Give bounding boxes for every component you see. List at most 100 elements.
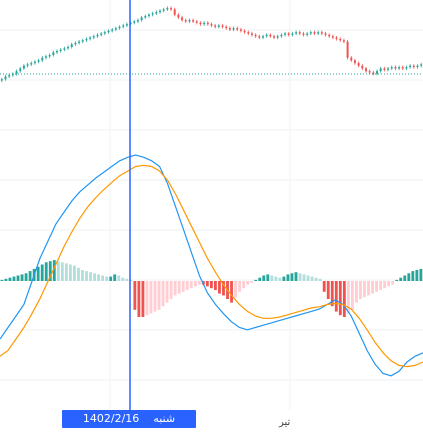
histogram-bar	[342, 281, 346, 317]
candle-body	[44, 56, 47, 58]
candle-body	[324, 33, 327, 35]
candle-body	[254, 34, 257, 37]
histogram-bar	[85, 271, 88, 281]
histogram-bar	[149, 281, 153, 314]
histogram-bar	[205, 281, 209, 287]
histogram-bar	[250, 281, 254, 283]
candle-body	[125, 24, 128, 26]
histogram-bar	[334, 281, 338, 312]
candle-body	[328, 34, 331, 37]
histogram-bar	[145, 281, 149, 316]
histogram-bar	[234, 281, 237, 298]
candle-body	[302, 33, 305, 35]
candle-body	[155, 12, 158, 14]
histogram-bar	[222, 281, 225, 296]
x-tick-label: تیر	[278, 417, 291, 428]
candle-body	[387, 68, 390, 70]
candle-body	[291, 33, 294, 35]
candle-body	[22, 65, 25, 69]
candle-body	[339, 38, 342, 41]
histogram-bar	[52, 260, 56, 281]
candle-body	[92, 36, 95, 38]
candle-body	[317, 32, 320, 34]
candle-body	[214, 25, 217, 27]
histogram-bar	[185, 281, 189, 290]
candle-body	[364, 68, 367, 72]
candle-body	[159, 10, 162, 13]
candle-body	[136, 20, 139, 22]
histogram-bar	[141, 281, 145, 317]
histogram-bar	[254, 279, 258, 281]
histogram-bar	[218, 281, 221, 294]
histogram-bar	[165, 281, 169, 303]
histogram-bar	[367, 281, 370, 296]
candle-body	[250, 33, 253, 35]
histogram-bar	[64, 263, 68, 281]
candle-body	[85, 38, 88, 41]
candle-body	[63, 48, 66, 50]
histogram-bar	[290, 273, 294, 281]
histogram-bar	[48, 261, 52, 281]
candle-body	[114, 28, 117, 30]
candle-body	[59, 49, 62, 51]
histogram-bar	[60, 262, 64, 281]
candle-body	[100, 33, 103, 35]
histogram-bar	[117, 275, 121, 281]
candle-body	[412, 65, 415, 68]
candle-body	[26, 64, 29, 66]
candle-body	[261, 36, 264, 38]
histogram-bar	[355, 281, 358, 303]
histogram-bar	[270, 275, 274, 281]
candle-body	[111, 29, 114, 31]
histogram-bar	[113, 274, 117, 281]
candle-body	[313, 32, 316, 34]
histogram-bar	[89, 272, 92, 281]
histogram-bar	[129, 279, 133, 281]
histogram-bar	[56, 261, 60, 281]
gridlines	[0, 0, 423, 410]
histogram-bar	[133, 281, 137, 310]
histogram-bar	[101, 275, 105, 281]
candle-body	[70, 44, 73, 47]
candle-body	[140, 17, 143, 21]
histogram-bar	[330, 281, 334, 307]
candle-body	[280, 34, 283, 37]
histogram-bar	[326, 281, 330, 299]
histogram-bar	[36, 266, 40, 281]
histogram-bar	[40, 264, 44, 281]
histogram-bar	[266, 274, 270, 281]
histogram-bar	[246, 281, 250, 285]
histogram-bar	[363, 281, 366, 298]
candle-body	[181, 17, 184, 21]
candle-body	[67, 46, 70, 49]
candle-body	[346, 41, 349, 58]
candle-body	[103, 32, 106, 34]
histogram-bar	[274, 276, 278, 281]
candle-body	[350, 57, 353, 61]
histogram-bar	[407, 273, 411, 281]
candle-body	[19, 68, 22, 72]
histogram-bar	[8, 277, 12, 281]
candle-body	[41, 57, 44, 61]
signal-line	[0, 164, 423, 368]
histogram-bar	[157, 281, 161, 310]
histogram-bar	[294, 272, 298, 281]
candle-body	[306, 33, 309, 35]
histogram-bar	[278, 277, 282, 281]
candle-body	[15, 71, 18, 74]
histogram-bar	[262, 275, 266, 281]
candle-body	[56, 51, 59, 53]
histogram-bar	[314, 277, 318, 281]
candle-body	[192, 20, 195, 22]
candle-body	[239, 29, 242, 31]
candle-body	[379, 68, 382, 72]
histogram-bar	[193, 281, 197, 287]
histogram-bar	[137, 281, 141, 317]
histogram-bar	[302, 274, 306, 281]
candle-body	[4, 76, 7, 80]
histogram-bar	[350, 281, 354, 310]
candle-body	[144, 16, 147, 18]
candle-body	[258, 36, 261, 38]
